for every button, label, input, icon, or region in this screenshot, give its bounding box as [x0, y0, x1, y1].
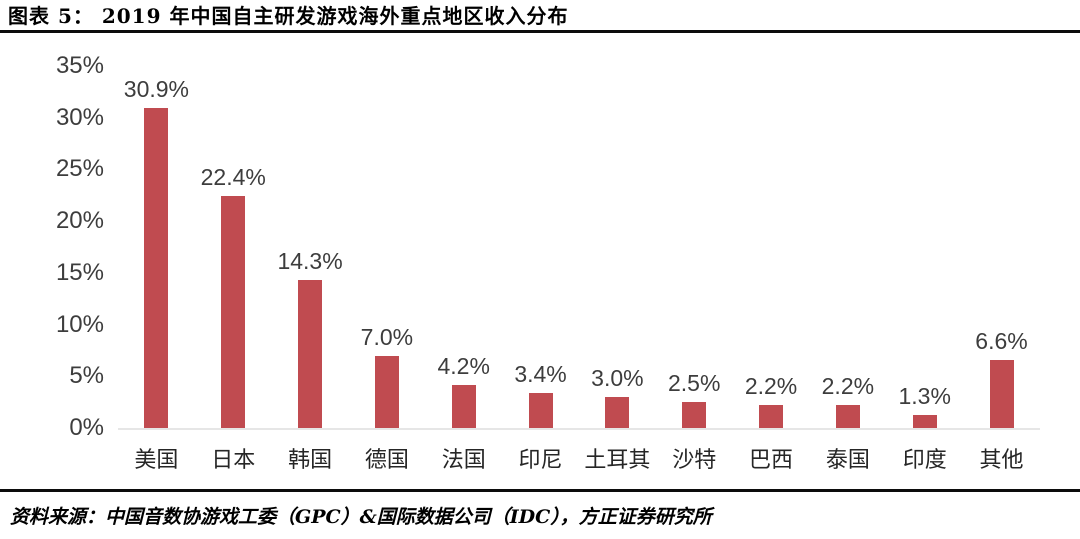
y-tick-label: 20%: [55, 207, 104, 235]
bar-column: 3.0%: [579, 66, 656, 428]
bar: [989, 359, 1014, 428]
title-divider: [0, 30, 1080, 33]
bar-value-label: 4.2%: [437, 352, 490, 379]
x-tick-label: 其他: [979, 447, 1024, 472]
bar-value-label: 14.3%: [277, 248, 343, 275]
x-tick-label: 韩国: [288, 447, 333, 472]
y-tick-label: 5%: [69, 362, 104, 390]
bar-column: 22.4%: [195, 66, 272, 428]
bar-column: 30.9%: [118, 66, 195, 428]
bar: [451, 384, 476, 428]
x-tick-label: 印尼: [518, 447, 563, 472]
x-tick-label: 土耳其: [584, 447, 651, 472]
y-tick-label: 25%: [55, 155, 104, 183]
bar-value-label: 2.2%: [821, 373, 875, 400]
source-divider: [0, 489, 1080, 492]
bar: [759, 405, 784, 428]
y-tick-label: 30%: [55, 103, 104, 131]
bar-column: 6.6%: [963, 66, 1040, 428]
bar-value-label: 7.0%: [360, 323, 414, 350]
bar: [374, 355, 399, 428]
y-tick-label: 35%: [55, 52, 104, 79]
bar-value-label: 3.0%: [591, 364, 644, 391]
x-tick-label: 日本: [211, 447, 256, 472]
bar-column: 2.2%: [809, 66, 886, 428]
bar-value-label: 1.3%: [898, 382, 951, 409]
bar: [605, 396, 630, 428]
plot-area: 30.9% 22.4% 14.3% 7.0% 4.2% 3.4% 3.0% 2.5% 2.2% 2…: [118, 66, 1040, 430]
bar-column: 7.0%: [348, 66, 425, 428]
bar-column: 2.5%: [656, 66, 733, 428]
x-tick-label: 法国: [441, 447, 486, 472]
y-tick-label: 15%: [55, 258, 104, 286]
bar: [912, 414, 937, 428]
bar-value-label: 2.5%: [667, 370, 721, 397]
y-tick-label: 0%: [69, 414, 104, 441]
y-axis: 0% 5% 10% 15% 20% 25% 30% 35%: [0, 52, 104, 441]
x-tick-label: 印度: [902, 447, 947, 472]
bar-value-label: 6.6%: [975, 327, 1028, 354]
x-tick-label: 美国: [134, 447, 179, 472]
bar: [835, 405, 860, 428]
bar: [682, 402, 707, 428]
bar-column: 14.3%: [272, 66, 349, 428]
figure-title: 图表 5： 2019 年中国自主研发游戏海外重点地区收入分布: [8, 4, 569, 28]
bar-column: 2.2%: [733, 66, 810, 428]
bar: [298, 280, 323, 428]
x-tick-label: 泰国: [825, 447, 870, 472]
bar-column: 3.4%: [502, 66, 579, 428]
bar-value-label: 2.2%: [744, 373, 798, 400]
x-tick-label: 德国: [364, 447, 409, 472]
bar: [528, 392, 553, 428]
bar-value-label: 3.4%: [514, 360, 567, 387]
x-tick-label: 巴西: [749, 447, 794, 472]
bar: [144, 108, 169, 428]
bar-value-label: 30.9%: [123, 76, 190, 103]
bar-column: 4.2%: [425, 66, 502, 428]
bar: [221, 196, 246, 428]
x-axis-labels: 美国 日本 韩国 德国 法国 印尼 土耳其 沙特 巴西 泰国 印度 其他: [118, 442, 1040, 474]
y-tick-label: 10%: [55, 310, 104, 338]
bar-chart: 0% 5% 10% 15% 20% 25% 30% 35% 30.9% 22.4% 14.3% 7.…: [0, 33, 1080, 489]
bar-value-label: 22.4%: [200, 164, 266, 191]
source-note: 资料来源：中国音数协游戏工委（GPC）&国际数据公司（IDC），方正证券研究所: [10, 506, 712, 528]
x-tick-label: 沙特: [672, 447, 717, 472]
bar-column: 1.3%: [886, 66, 963, 428]
